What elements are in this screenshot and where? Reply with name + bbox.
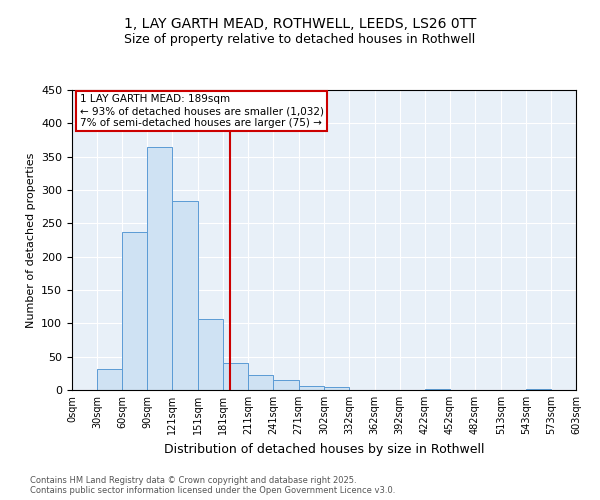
Y-axis label: Number of detached properties: Number of detached properties [26,152,35,328]
Bar [147,146,172,390]
Bar [325,388,349,390]
Bar [299,386,325,390]
Bar [122,232,147,390]
Text: 1, LAY GARTH MEAD, ROTHWELL, LEEDS, LS26 0TT: 1, LAY GARTH MEAD, ROTHWELL, LEEDS, LS26… [124,18,476,32]
Bar [425,388,450,390]
Bar [97,368,122,390]
Text: Size of property relative to detached houses in Rothwell: Size of property relative to detached ho… [124,32,476,46]
X-axis label: Distribution of detached houses by size in Rothwell: Distribution of detached houses by size … [164,442,484,456]
Bar [198,318,223,390]
Bar [223,364,248,390]
Bar [172,202,198,390]
Text: Contains HM Land Registry data © Crown copyright and database right 2025.
Contai: Contains HM Land Registry data © Crown c… [30,476,395,495]
Bar [248,376,274,390]
Text: 1 LAY GARTH MEAD: 189sqm
← 93% of detached houses are smaller (1,032)
7% of semi: 1 LAY GARTH MEAD: 189sqm ← 93% of detach… [80,94,323,128]
Bar [274,380,299,390]
